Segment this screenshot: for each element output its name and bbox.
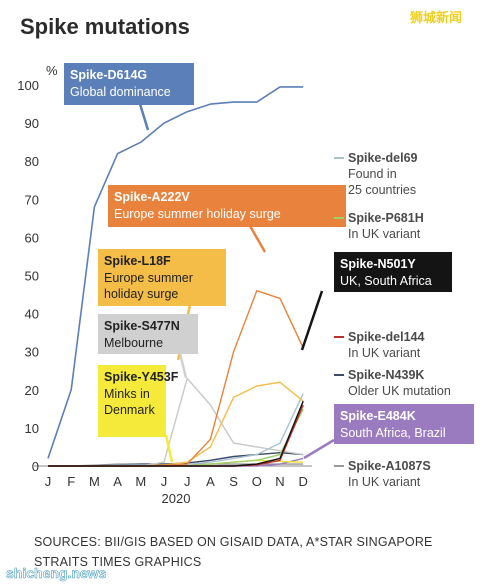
series-line-del144 <box>48 404 304 467</box>
callout-box-l18f <box>98 249 226 306</box>
chart-title: Spike mutations <box>20 14 190 39</box>
y-axis-unit: % <box>46 63 58 78</box>
x-tick-label: F <box>67 474 75 489</box>
y-tick-label: 0 <box>32 459 39 474</box>
y-tick-label: 60 <box>25 230 39 245</box>
series-name-del69: Spike-del69 <box>348 151 418 165</box>
x-tick-label: J <box>161 474 168 489</box>
callout-e484k: Spike-E484K South Africa, Brazil <box>303 404 474 460</box>
label-p681h: Spike-P681H In UK variant <box>334 211 424 241</box>
x-tick-label: J <box>184 474 191 489</box>
x-tick-label: M <box>135 474 146 489</box>
series-name-s477n: Spike-S477N <box>104 319 180 333</box>
y-tick-label: 50 <box>25 269 39 284</box>
series-name-y453f: Spike-Y453F <box>104 370 179 384</box>
callout-pointer-d614g <box>138 103 150 131</box>
callout-l18f: Spike-L18F Europe summer holiday surge <box>98 249 226 361</box>
series-line-del69 <box>48 393 304 467</box>
callout-pointer-s477n <box>178 352 188 379</box>
callout-n501y: Spike-N501Y UK, South Africa <box>300 252 452 351</box>
label-del69: Spike-del69 Found in 25 countries <box>334 151 418 197</box>
y-tick-label: 10 <box>25 421 39 436</box>
y-tick-label: 40 <box>25 307 39 322</box>
series-name-n501y: Spike-N501Y <box>340 257 416 271</box>
callout-box-d614g <box>64 63 194 105</box>
callout-y453f: Spike-Y453F Minks in Denmark <box>98 365 179 463</box>
series-line-s477n <box>48 377 304 467</box>
sources-line-1: SOURCES: BII/GIS BASED ON GISAID DATA, A… <box>34 535 433 549</box>
label-n439k: Spike-N439K Older UK mutation <box>334 368 451 398</box>
y-tick-label: 100 <box>17 78 39 93</box>
series-desc-n439k: Older UK mutation <box>348 384 451 398</box>
callout-pointer-a222v <box>248 225 267 253</box>
series-desc-del69: Found in 25 countries <box>348 167 416 197</box>
series-desc-a1087s: In UK variant <box>348 475 421 489</box>
sources-line-2: STRAITS TIMES GRAPHICS <box>34 555 201 569</box>
callout-pointer-y453f <box>164 434 174 463</box>
series-line-d614g <box>47 86 304 459</box>
callout-box-a222v <box>108 185 346 227</box>
y-tick-label: 30 <box>25 345 39 360</box>
label-a1087s: Spike-A1087S In UK variant <box>334 459 431 489</box>
series-name-a1087s: Spike-A1087S <box>348 459 431 473</box>
x-tick-label: D <box>299 474 308 489</box>
series-labels: Spike-D614G Global dominance Spike-A222V Eu… <box>64 63 474 489</box>
callout-a222v: Spike-A222V Europe summer holiday surge <box>108 185 346 253</box>
series-desc-e484k: South Africa, Brazil <box>340 426 446 440</box>
year-label: 2020 <box>162 491 191 506</box>
series-name-p681h: Spike-P681H <box>348 211 424 225</box>
series-line-p681h <box>48 408 304 467</box>
series-lines <box>47 86 304 467</box>
x-tick-label: J <box>45 474 52 489</box>
callout-s477n: Spike-S477N Melbourne <box>98 314 198 379</box>
callout-box-s477n <box>98 314 198 354</box>
y-tick-label: 90 <box>25 116 39 131</box>
series-desc-p681h: In UK variant <box>348 227 421 241</box>
y-tick-label: 70 <box>25 192 39 207</box>
x-tick-label: M <box>89 474 100 489</box>
x-tick-label: N <box>275 474 284 489</box>
watermark-top: 狮城新闻 <box>409 10 462 25</box>
callout-d614g: Spike-D614G Global dominance <box>64 63 194 131</box>
watermark-bottom: shicheng.news <box>6 565 107 581</box>
series-desc-a222v: Europe summer holiday surge <box>114 207 281 221</box>
series-desc-s477n: Melbourne <box>104 336 163 350</box>
series-line-n501y <box>48 400 304 467</box>
series-name-e484k: Spike-E484K <box>340 409 416 423</box>
callout-pointer-e484k <box>303 438 335 460</box>
x-tick-label: A <box>206 474 215 489</box>
series-desc-y453f: Minks in Denmark <box>104 387 155 417</box>
y-tick-label: 80 <box>25 154 39 169</box>
series-desc-del144: In UK variant <box>348 346 421 360</box>
series-desc-d614g: Global dominance <box>70 85 171 99</box>
callout-pointer-n501y <box>300 290 324 351</box>
x-tick-label: O <box>252 474 262 489</box>
x-tick-label: S <box>229 474 238 489</box>
series-name-del144: Spike-del144 <box>348 330 424 344</box>
series-name-n439k: Spike-N439K <box>348 368 424 382</box>
series-desc-l18f: Europe summer holiday surge <box>104 271 193 301</box>
series-desc-n501y: UK, South Africa <box>340 274 432 288</box>
series-name-l18f: Spike-L18F <box>104 254 171 268</box>
series-name-a222v: Spike-A222V <box>114 190 190 204</box>
x-tick-label: A <box>113 474 122 489</box>
callout-box-e484k <box>334 404 474 444</box>
callout-box-y453f <box>98 365 166 437</box>
y-tick-label: 20 <box>25 383 39 398</box>
label-del144: Spike-del144 In UK variant <box>334 330 424 360</box>
series-name-d614g: Spike-D614G <box>70 68 147 82</box>
callout-box-n501y <box>334 252 452 292</box>
